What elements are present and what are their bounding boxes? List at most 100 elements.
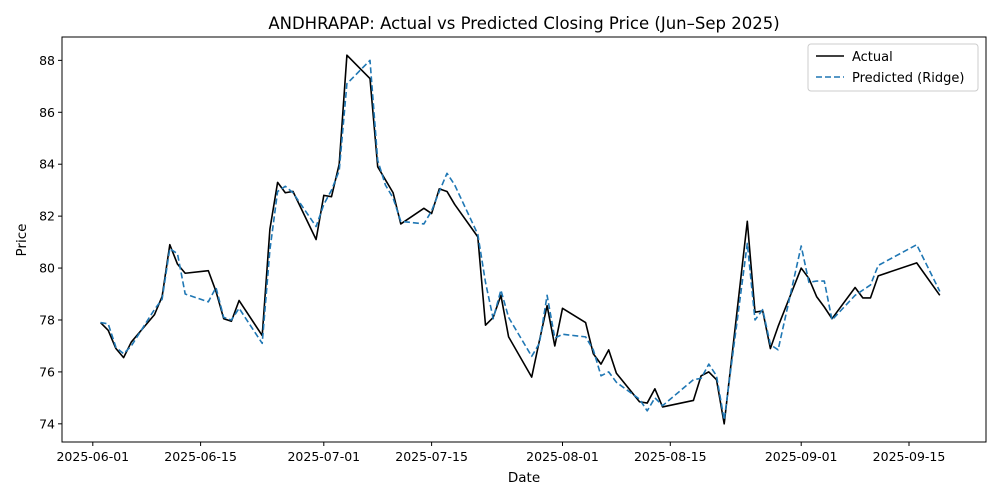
data-point-actual — [123, 357, 125, 359]
legend-box — [807, 43, 979, 92]
legend: Actual Predicted (Ridge) — [807, 43, 979, 92]
data-point-predicted — [585, 336, 587, 338]
data-point-predicted — [546, 295, 548, 297]
data-point-actual — [485, 324, 487, 326]
data-point-actual — [862, 297, 864, 299]
data-point-predicted — [754, 319, 756, 321]
data-point-actual — [600, 363, 602, 365]
data-point-predicted — [700, 378, 702, 380]
data-point-actual — [562, 308, 564, 310]
data-point-predicted — [554, 337, 556, 339]
data-point-actual — [824, 306, 826, 308]
data-point-actual — [554, 345, 556, 347]
data-point-predicted — [115, 346, 117, 348]
data-point-actual — [392, 192, 394, 194]
x-tick-label: 2025-06-01 — [56, 449, 129, 464]
data-point-actual — [693, 400, 695, 402]
data-point-actual — [616, 372, 618, 374]
data-point-actual — [939, 295, 941, 297]
y-tick-label: 78 — [39, 312, 55, 327]
data-point-actual — [285, 192, 287, 194]
data-point-predicted — [446, 173, 448, 175]
data-point-actual — [800, 267, 802, 269]
y-tick-label: 84 — [39, 157, 55, 172]
data-point-predicted — [654, 397, 656, 399]
data-point-actual — [208, 270, 210, 272]
data-point-predicted — [831, 319, 833, 321]
data-point-predicted — [231, 319, 233, 321]
data-point-predicted — [215, 287, 217, 289]
data-point-actual — [870, 297, 872, 299]
data-point-actual — [323, 195, 325, 197]
data-point-predicted — [477, 234, 479, 236]
data-point-actual — [777, 326, 779, 328]
x-axis: 2025-06-01 2025-06-15 2025-07-01 2025-07-15… — [56, 442, 945, 464]
data-point-predicted — [816, 280, 818, 282]
data-point-predicted — [208, 301, 210, 303]
data-point-predicted — [916, 244, 918, 246]
data-point-actual — [546, 305, 548, 307]
data-point-predicted — [161, 298, 163, 300]
data-point-predicted — [123, 353, 125, 355]
data-point-predicted — [600, 375, 602, 377]
data-point-actual — [531, 376, 533, 378]
data-point-actual — [400, 223, 402, 225]
data-point-actual — [770, 348, 772, 350]
data-point-actual — [639, 401, 641, 403]
data-point-actual — [446, 191, 448, 193]
data-point-predicted — [154, 309, 156, 311]
y-tick-label: 80 — [39, 261, 55, 276]
data-point-actual — [854, 287, 856, 289]
data-point-predicted — [562, 333, 564, 335]
data-point-predicted — [808, 282, 810, 284]
data-point-predicted — [862, 289, 864, 291]
y-tick-label: 88 — [39, 53, 55, 68]
data-point-predicted — [431, 210, 433, 212]
y-tick-label: 74 — [39, 416, 55, 431]
data-point-actual — [154, 314, 156, 316]
data-point-actual — [816, 296, 818, 298]
data-point-predicted — [762, 309, 764, 311]
data-point-predicted — [369, 60, 371, 62]
data-point-predicted — [131, 345, 133, 347]
data-point-actual — [454, 204, 456, 206]
data-point-predicted — [454, 184, 456, 186]
data-point-actual — [385, 179, 387, 181]
data-point-predicted — [531, 356, 533, 358]
data-point-predicted — [854, 295, 856, 297]
data-point-predicted — [392, 197, 394, 199]
series-line-predicted — [100, 59, 941, 421]
data-point-predicted — [261, 343, 263, 345]
data-point-actual — [877, 275, 879, 277]
data-point-predicted — [708, 363, 710, 365]
y-axis: 74 76 78 80 82 84 86 88 — [39, 53, 62, 431]
data-point-predicted — [338, 170, 340, 172]
data-point-predicted — [238, 308, 240, 310]
data-point-actual — [269, 228, 271, 230]
data-point-predicted — [500, 289, 502, 291]
data-point-predicted — [100, 322, 102, 324]
data-point-predicted — [177, 253, 179, 255]
data-point-predicted — [508, 317, 510, 319]
data-point-predicted — [646, 410, 648, 412]
data-point-actual — [107, 330, 109, 332]
data-point-predicted — [800, 245, 802, 247]
x-tick-label: 2025-08-01 — [526, 449, 599, 464]
data-point-actual — [238, 300, 240, 302]
data-point-actual — [277, 182, 279, 184]
data-point-predicted — [492, 318, 494, 320]
x-tick-label: 2025-09-01 — [765, 449, 838, 464]
x-tick-label: 2025-07-15 — [395, 449, 468, 464]
data-point-predicted — [693, 379, 695, 381]
x-tick-label: 2025-08-15 — [634, 449, 707, 464]
x-tick-label: 2025-06-15 — [164, 449, 237, 464]
data-point-predicted — [277, 191, 279, 193]
y-axis-label: Price — [14, 224, 30, 257]
data-point-predicted — [593, 349, 595, 351]
data-point-predicted — [824, 280, 826, 282]
data-point-predicted — [269, 249, 271, 251]
data-point-predicted — [107, 323, 109, 325]
data-point-actual — [377, 166, 379, 168]
data-point-actual — [585, 322, 587, 324]
